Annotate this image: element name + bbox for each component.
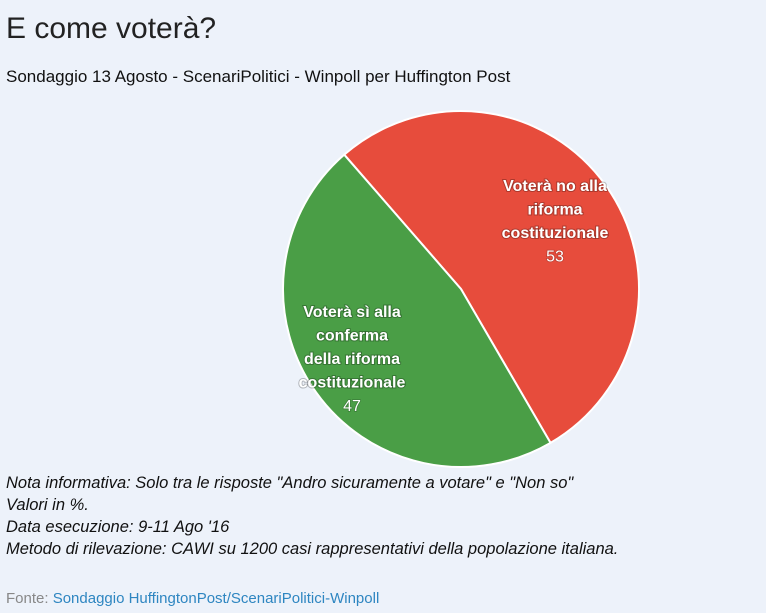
notes: Nota informativa: Solo tra le risposte "… [6, 472, 618, 560]
source-prefix: Fonte: [6, 590, 49, 607]
slice-label: Voterà no alla [503, 178, 607, 195]
slice-label: costituzionale [502, 225, 609, 242]
slice-label: riforma [527, 202, 582, 219]
slice-label: della riforma [304, 351, 400, 368]
slice-label: conferma [316, 328, 388, 345]
note-line: Data esecuzione: 9-11 Ago '16 [6, 518, 230, 536]
slice-label: costituzionale [299, 375, 406, 392]
slice-label: Voterà sì alla [303, 304, 401, 321]
note-line: Valori in %. [6, 496, 89, 514]
source: Fonte: Sondaggio HuffingtonPost/ScenariP… [6, 590, 379, 607]
slice-value: 47 [343, 398, 361, 415]
chart-title: E come voterà? [6, 12, 217, 45]
chart-subtitle: Sondaggio 13 Agosto - ScenariPolitici - … [6, 67, 511, 86]
pie-slice[interactable] [282, 153, 552, 468]
source-link[interactable]: Sondaggio HuffingtonPost/ScenariPolitici… [52, 590, 380, 607]
slice-value: 53 [546, 249, 564, 266]
note-line: Nota informativa: Solo tra le risposte "… [6, 474, 574, 492]
pie-slice[interactable] [343, 110, 640, 444]
note-line: Metodo di rilevazione: CAWI su 1200 casi… [6, 540, 619, 558]
